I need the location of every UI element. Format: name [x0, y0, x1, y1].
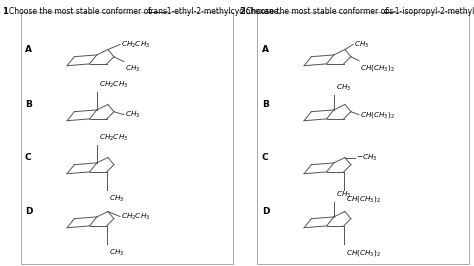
Text: Choose the most stable conformer of: Choose the most stable conformer of: [9, 7, 154, 16]
Text: $CH_3$: $CH_3$: [109, 248, 124, 258]
Text: $CH_3$: $CH_3$: [109, 194, 124, 204]
Text: $CH(CH_3)_2$: $CH(CH_3)_2$: [346, 248, 381, 258]
Text: 2: 2: [239, 7, 245, 16]
Text: C: C: [262, 153, 269, 162]
FancyBboxPatch shape: [21, 12, 233, 264]
Text: $CH_2CH_3$: $CH_2CH_3$: [99, 133, 128, 143]
Text: trans: trans: [148, 7, 168, 16]
Text: cis: cis: [384, 7, 394, 16]
FancyBboxPatch shape: [257, 12, 469, 264]
Text: $CH_2CH_3$: $CH_2CH_3$: [99, 80, 128, 90]
Text: D: D: [25, 207, 33, 216]
Text: $-CH_3$: $-CH_3$: [356, 152, 377, 163]
Text: $CH(CH_3)_2$: $CH(CH_3)_2$: [360, 110, 395, 120]
Text: $CH(CH_3)_2$: $CH(CH_3)_2$: [360, 63, 395, 73]
Text: C: C: [25, 153, 32, 162]
Text: A: A: [25, 45, 32, 54]
Text: $CH_2CH_3$: $CH_2CH_3$: [121, 211, 150, 222]
Text: D: D: [262, 207, 270, 216]
Text: $CH_3$: $CH_3$: [354, 39, 369, 49]
Text: Choose the most stable conformer of: Choose the most stable conformer of: [246, 7, 391, 16]
Text: B: B: [25, 100, 32, 109]
Text: $CH_2CH_3$: $CH_2CH_3$: [121, 39, 150, 49]
Text: $CH(CH_3)_2$: $CH(CH_3)_2$: [346, 194, 381, 204]
Text: -1-isopropyl-2-methylcyclohexane.: -1-isopropyl-2-methylcyclohexane.: [393, 7, 474, 16]
Text: $CH_3$: $CH_3$: [125, 110, 140, 120]
Text: $CH_3$: $CH_3$: [336, 190, 351, 200]
Text: $CH_3$: $CH_3$: [336, 83, 351, 93]
Text: A: A: [262, 45, 269, 54]
Text: -1-ethyl-2-methylcyclohexane.: -1-ethyl-2-methylcyclohexane.: [165, 7, 282, 16]
Text: $CH_3$: $CH_3$: [125, 64, 140, 74]
Text: B: B: [262, 100, 269, 109]
Text: 1: 1: [2, 7, 8, 16]
